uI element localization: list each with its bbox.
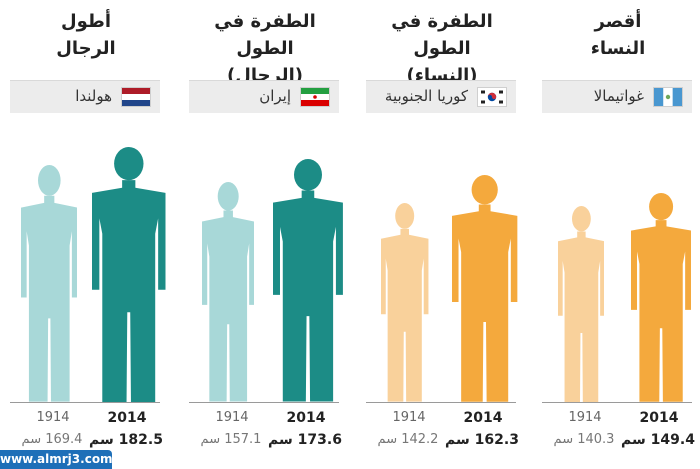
panel-title: الطفرة في الطول (النساء)	[362, 8, 522, 89]
year-label: 2014	[286, 410, 326, 426]
country-name: كوريا الجنوبية	[384, 87, 468, 105]
figure-2014	[452, 175, 518, 402]
panel-title-line1: أطول	[60, 11, 112, 32]
panel-title: أطول الرجال	[6, 8, 166, 62]
panel-title: الطفرة في الطول (الرجال)	[185, 8, 345, 89]
height-value-label: 142.2 سم	[377, 432, 439, 447]
netherlands-flag-icon	[122, 88, 150, 106]
country-row: هولندا	[10, 80, 160, 113]
height-value-label: 173.6 سم	[268, 432, 342, 448]
year-label: 1914	[392, 410, 426, 425]
panel-3: أطول الرجال هولندا 1914 169.4 سم 2014 182.5 سم	[6, 0, 166, 469]
country-row: كوريا الجنوبية	[366, 80, 516, 113]
height-value-label: 169.4 سم	[21, 432, 83, 447]
figure-2014	[630, 193, 692, 402]
panel-title-line2: الرجال	[56, 38, 116, 59]
panel-title-line1: الطفرة في الطول	[391, 11, 493, 59]
height-value-label: 182.5 سم	[89, 432, 163, 448]
height-value-label: 149.4 سم	[621, 432, 695, 448]
baseline	[366, 402, 516, 403]
iran-flag-icon	[301, 88, 329, 106]
panel-title-line2: النساء	[590, 38, 646, 59]
panel-title-line1: أقصر	[594, 11, 642, 32]
figure-2014	[92, 147, 166, 402]
panel-2: الطفرة في الطول (الرجال) إيران 1914 157.1 سم…	[185, 0, 345, 469]
height-value-label: 140.3 سم	[553, 432, 615, 447]
figure-2014	[273, 159, 343, 402]
baseline	[542, 402, 692, 403]
figure-1914	[201, 182, 255, 402]
country-name: هولندا	[75, 87, 112, 105]
year-label: 2014	[107, 410, 147, 426]
year-label: 2014	[463, 410, 503, 426]
south-korea-flag-icon	[478, 88, 506, 106]
height-value-label: 157.1 سم	[200, 432, 262, 447]
country-name: غواتيمالا	[593, 87, 644, 105]
year-label: 2014	[639, 410, 679, 426]
panel-1: الطفرة في الطول (النساء) كوريا الجنوبية 191…	[362, 0, 522, 469]
baseline	[189, 402, 339, 403]
figure-1914	[381, 203, 429, 402]
figure-1914	[557, 205, 605, 402]
year-label: 1914	[215, 410, 249, 425]
panel-title: أقصر النساء	[538, 8, 698, 62]
country-name: إيران	[259, 87, 291, 105]
country-row: إيران	[189, 80, 339, 113]
baseline	[10, 402, 160, 403]
year-label: 1914	[568, 410, 602, 425]
site-watermark: www.almrj3.com	[0, 450, 113, 469]
country-row: غواتيمالا	[542, 80, 692, 113]
panel-title-line1: الطفرة في الطول	[214, 11, 316, 59]
year-label: 1914	[36, 410, 70, 425]
panel-0: أقصر النساء غواتيمالا 1914 140.3 سم 2014 149.4…	[538, 0, 698, 469]
height-value-label: 162.3 سم	[445, 432, 519, 448]
guatemala-flag-icon	[654, 88, 682, 106]
figure-1914	[20, 165, 78, 402]
